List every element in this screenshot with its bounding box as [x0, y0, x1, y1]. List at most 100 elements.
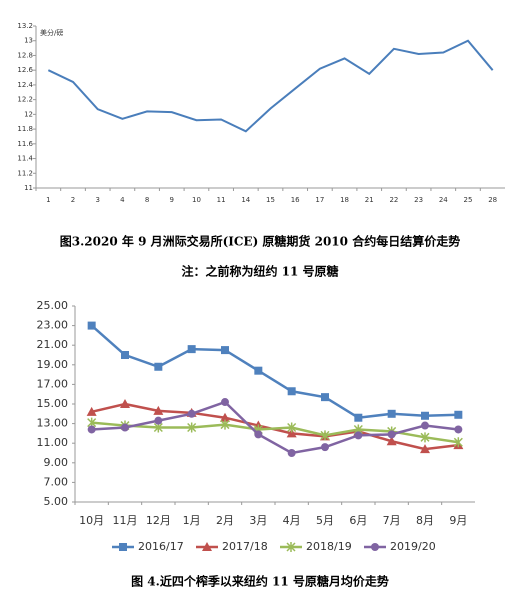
y-axis-label: 美分/磅	[40, 28, 63, 37]
y-tick-label: 21.00	[37, 338, 69, 351]
marker	[87, 425, 96, 434]
marker	[454, 410, 463, 419]
x-tick-label: 23	[414, 196, 423, 204]
y-tick-label: 12.2	[17, 96, 33, 104]
marker	[453, 437, 463, 448]
marker	[121, 351, 129, 359]
marker	[220, 419, 230, 430]
series-line	[91, 400, 459, 455]
x-tick-label: 2月	[216, 514, 234, 527]
marker	[386, 436, 397, 446]
marker	[420, 432, 430, 443]
x-tick-label: 10	[192, 196, 201, 204]
x-tick-label: 22	[389, 196, 398, 204]
x-tick-label: 4月	[283, 514, 301, 527]
y-tick-label: 7.00	[44, 475, 69, 488]
marker	[86, 406, 97, 416]
legend-label: 2016/17	[138, 540, 184, 553]
y-tick-label: 11.2	[17, 169, 33, 177]
y-tick-label: 17.00	[37, 377, 69, 390]
marker	[153, 405, 164, 415]
marker	[119, 543, 127, 551]
x-tick-label: 8月	[416, 514, 434, 527]
x-tick-label: 18	[340, 196, 349, 204]
marker	[387, 430, 396, 439]
marker	[187, 409, 196, 418]
marker	[154, 416, 163, 425]
y-tick-label: 13.00	[37, 417, 69, 430]
y-tick-label: 13	[24, 37, 33, 45]
y-tick-label: 11.00	[37, 436, 69, 449]
x-tick-label: 1	[46, 196, 50, 204]
marker	[202, 542, 212, 551]
marker	[220, 412, 230, 422]
x-tick-label: 3	[95, 196, 99, 204]
x-tick-label: 16	[291, 196, 300, 204]
series-line	[90, 324, 459, 420]
marker	[421, 421, 429, 430]
marker	[354, 413, 363, 422]
x-tick-label: 24	[439, 196, 448, 204]
x-tick-label: 11月	[113, 514, 138, 527]
y-tick-label: 12.8	[17, 51, 33, 59]
marker	[221, 398, 229, 407]
caption: 图 4.近四个榨季以来纽约 11 号原糖月均价走势	[131, 574, 389, 589]
marker	[387, 409, 396, 418]
y-tick-label: 12.4	[17, 81, 33, 89]
marker	[286, 428, 297, 438]
marker	[87, 321, 96, 330]
y-tick-label: 19.00	[37, 358, 69, 371]
x-tick-label: 21	[365, 196, 374, 204]
marker	[187, 345, 196, 354]
y-tick-label: 5.00	[44, 495, 69, 508]
y-tick-label: 11	[24, 184, 33, 192]
marker	[287, 387, 296, 396]
y-tick-label: 25.00	[37, 299, 69, 312]
marker	[287, 422, 297, 433]
marker	[354, 431, 363, 440]
x-tick-label: 7月	[383, 514, 401, 527]
x-tick-label: 28	[488, 196, 497, 204]
x-tick-label: 25	[464, 196, 473, 204]
x-tick-label: 15	[266, 196, 275, 204]
marker	[254, 430, 263, 439]
y-tick-label: 11.8	[17, 125, 33, 133]
y-tick-label: 23.00	[37, 319, 69, 332]
x-tick-label: 8	[145, 196, 149, 204]
marker	[254, 366, 263, 375]
y-tick-label: 12.6	[17, 66, 33, 74]
marker	[420, 444, 430, 454]
y-tick-label: 11.4	[17, 155, 33, 163]
legend-label: 2019/20	[390, 540, 436, 553]
y-tick-label: 15.00	[37, 397, 69, 410]
y-tick-label: 13.2	[17, 22, 33, 30]
x-tick-label: 6月	[349, 514, 367, 527]
marker	[120, 399, 130, 408]
x-tick-label: 17	[315, 196, 324, 204]
x-tick-label: 14	[241, 196, 250, 204]
series-line	[47, 39, 494, 133]
x-tick-label: 11	[217, 196, 226, 204]
marker	[121, 423, 129, 432]
legend-label: 2017/18	[222, 540, 268, 553]
marker	[154, 362, 163, 371]
marker	[321, 443, 329, 452]
marker	[287, 449, 296, 457]
x-tick-label: 9	[170, 196, 174, 204]
x-tick-label: 2	[71, 196, 75, 204]
caption: 图3.2020 年 9 月洲际交易所(ICE) 原糖期货 2010 合约每日结算…	[60, 234, 460, 249]
x-tick-label: 12月	[146, 514, 171, 527]
note: 注：之前称为纽约 11 号原糖	[181, 264, 338, 279]
marker	[187, 422, 197, 433]
x-tick-label: 3月	[249, 514, 267, 527]
x-tick-label: 9月	[449, 514, 467, 527]
y-tick-label: 11.6	[17, 140, 33, 148]
y-tick-label: 12	[24, 110, 33, 118]
marker	[421, 411, 429, 420]
x-tick-label: 4	[120, 196, 125, 204]
x-tick-label: 1月	[183, 514, 201, 527]
marker	[221, 346, 229, 355]
marker	[371, 543, 379, 551]
